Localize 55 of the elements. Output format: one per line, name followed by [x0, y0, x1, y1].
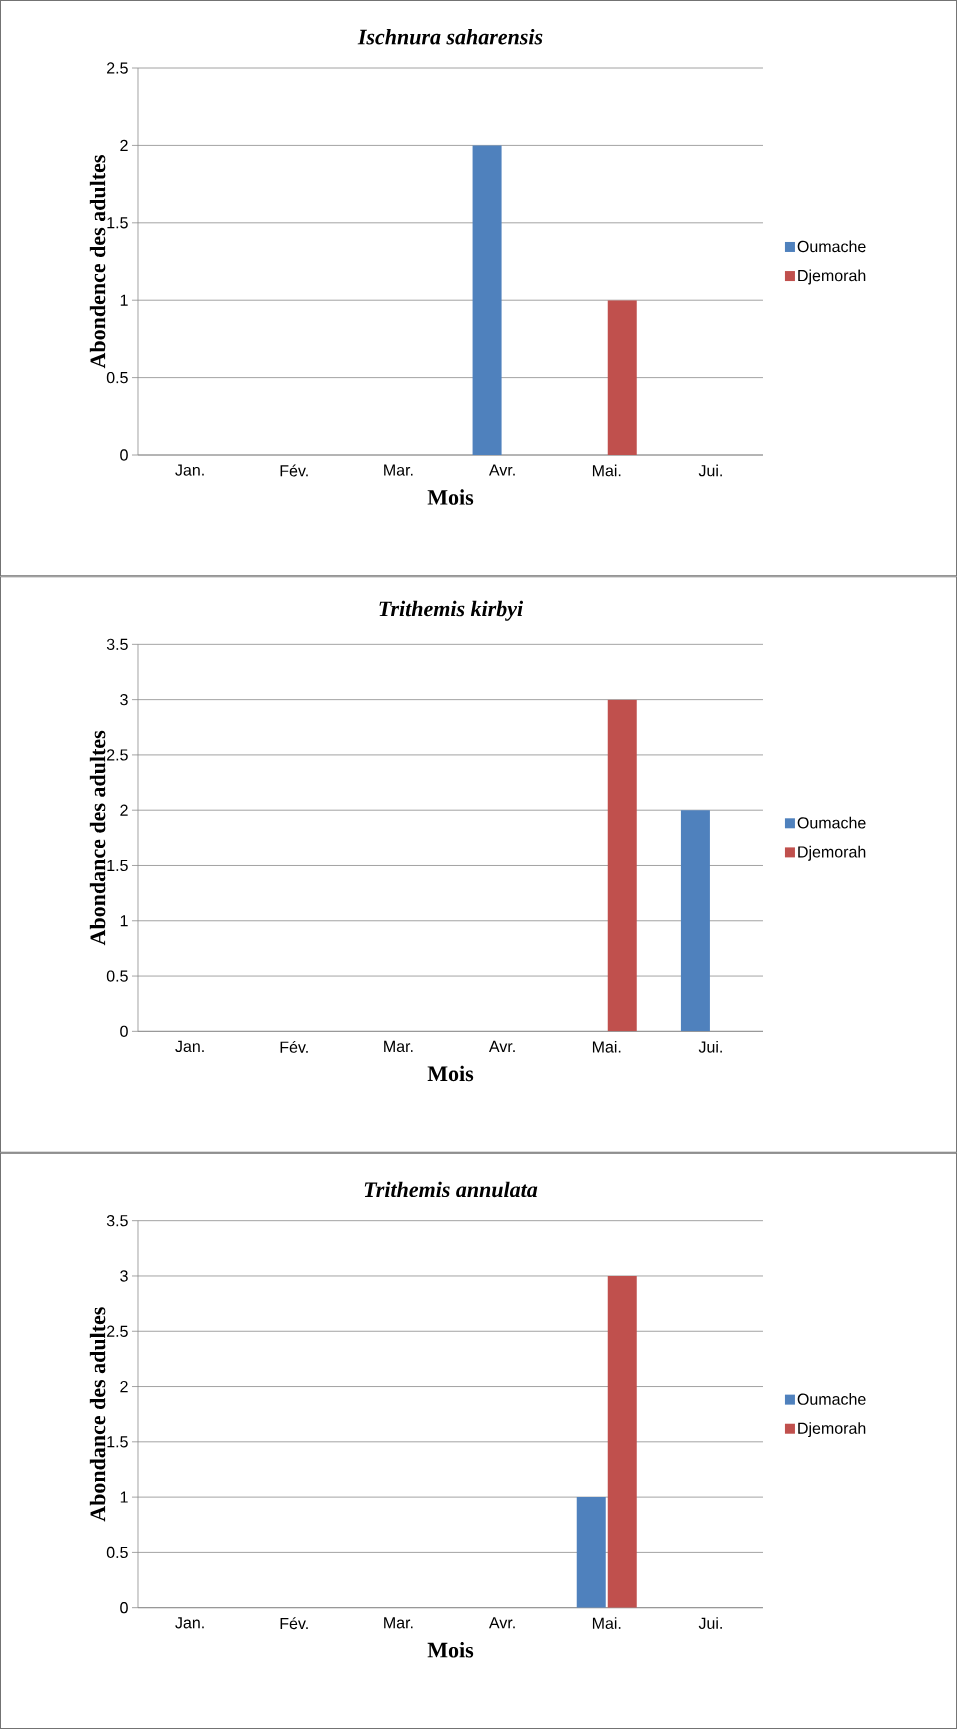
chart-title: Trithemis annulata	[364, 1181, 538, 1198]
x-tick-label: Avr.	[488, 1617, 515, 1629]
y-tick-label: 0.5	[106, 970, 128, 982]
y-tick-label: 3.5	[106, 1215, 128, 1227]
y-tick-label: 1.5	[107, 859, 128, 872]
legend-label: Djemorah	[798, 269, 866, 285]
chart-title: Trithemis kirbyi	[379, 600, 524, 621]
y-tick-label: 3	[120, 1270, 128, 1282]
x-tick-label: Jan.	[175, 1040, 204, 1053]
x-tick-label: Jan.	[175, 1617, 204, 1629]
y-tick-label: 1	[120, 294, 128, 306]
y-tick-label: 0	[120, 449, 128, 461]
y-tick-label: 3	[120, 693, 128, 706]
x-tick-label: Fév.	[280, 1040, 308, 1053]
legend-label: Oumache	[797, 240, 866, 253]
x-tick-label: Jan.	[175, 464, 204, 476]
x-tick-label: Mar.	[384, 1040, 413, 1053]
y-tick-label: 0.5	[106, 1546, 128, 1559]
y-tick-label: 2	[120, 1380, 128, 1393]
x-tick-label: Avr.	[488, 464, 515, 476]
x-axis-title: Mois	[427, 489, 474, 505]
y-tick-label: 2	[120, 804, 128, 816]
x-tick-label: Jui.	[698, 464, 722, 477]
x-axis-title: Mois	[427, 1642, 474, 1658]
y-axis-title: Abondance des adultes	[89, 1307, 106, 1522]
y-tick-label: 2.5	[107, 1325, 128, 1337]
legend-label: Djemorah	[798, 845, 866, 861]
y-tick-label: 2.5	[107, 62, 128, 74]
x-tick-label: Fév.	[280, 1617, 308, 1630]
x-tick-label: Fév.	[280, 464, 308, 477]
x-tick-label: Mar.	[384, 1617, 413, 1629]
x-tick-label: Avr.	[488, 1040, 515, 1052]
legend-label: Djemorah	[798, 1422, 866, 1438]
y-axis-title: Abondance des adultes	[89, 730, 106, 946]
x-tick-label: Mar.	[384, 464, 413, 476]
y-tick-label: 0	[120, 1025, 128, 1038]
y-tick-label: 1.5	[107, 217, 128, 229]
y-tick-label: 2.5	[107, 749, 128, 761]
x-axis-title: Mois	[427, 1065, 474, 1082]
y-axis-title: Abondence des adultes	[89, 155, 106, 369]
y-tick-label: 2	[120, 139, 128, 151]
y-tick-label: 1	[120, 915, 128, 927]
x-tick-label: Mai.	[592, 1617, 621, 1629]
y-tick-label: 0.5	[106, 371, 128, 384]
x-tick-label: Mai.	[592, 1040, 621, 1053]
legend-label: Oumache	[797, 816, 866, 829]
y-tick-label: 3.5	[106, 638, 128, 651]
legend-label: Oumache	[797, 1393, 866, 1405]
chart-title: Ischnura saharensis	[357, 28, 543, 45]
y-tick-label: 1.5	[107, 1436, 128, 1448]
x-tick-label: Jui.	[698, 1040, 722, 1053]
y-tick-label: 0	[120, 1602, 128, 1614]
x-tick-label: Jui.	[698, 1617, 722, 1629]
y-tick-label: 1	[120, 1491, 128, 1503]
x-tick-label: Mai.	[592, 464, 621, 477]
